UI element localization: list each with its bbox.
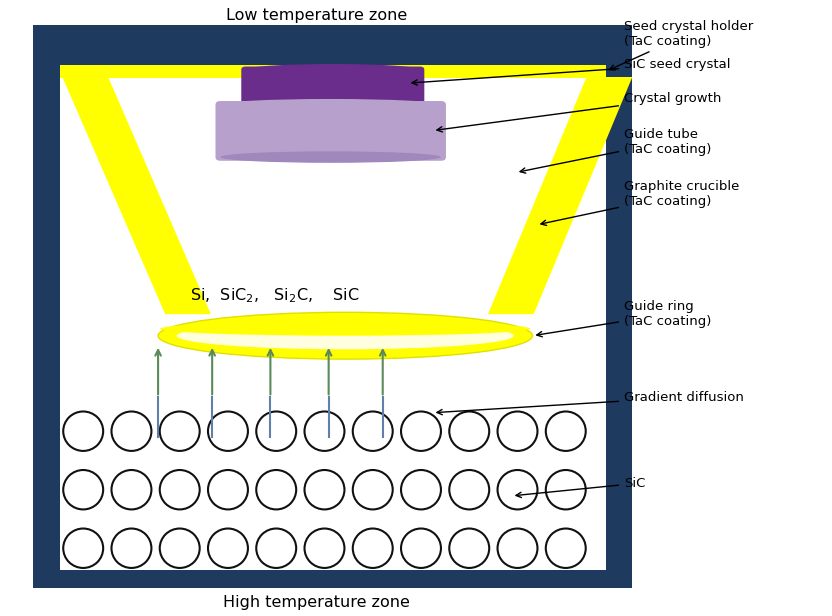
Ellipse shape [401, 411, 441, 451]
Ellipse shape [176, 322, 514, 349]
Ellipse shape [401, 470, 441, 509]
Text: SiC seed crystal: SiC seed crystal [412, 58, 730, 85]
Text: Gradient diffusion: Gradient diffusion [437, 391, 744, 415]
Ellipse shape [546, 411, 586, 451]
Ellipse shape [256, 411, 296, 451]
Ellipse shape [449, 470, 489, 509]
Ellipse shape [256, 529, 296, 568]
Ellipse shape [498, 529, 537, 568]
Ellipse shape [63, 529, 103, 568]
Ellipse shape [160, 529, 200, 568]
Ellipse shape [256, 470, 296, 509]
Bar [60, 65, 606, 78]
Text: Low temperature zone: Low temperature zone [225, 8, 407, 23]
Ellipse shape [63, 411, 103, 451]
Ellipse shape [401, 529, 441, 568]
Ellipse shape [449, 411, 489, 451]
Ellipse shape [160, 470, 200, 509]
Ellipse shape [111, 529, 151, 568]
Ellipse shape [111, 411, 151, 451]
Ellipse shape [305, 529, 344, 568]
Ellipse shape [546, 470, 586, 509]
Text: High temperature zone: High temperature zone [223, 595, 409, 610]
Text: Guide tube
(TaC coating): Guide tube (TaC coating) [520, 128, 711, 173]
FancyBboxPatch shape [241, 67, 424, 105]
Ellipse shape [498, 470, 537, 509]
Ellipse shape [245, 64, 420, 75]
Ellipse shape [353, 470, 393, 509]
Ellipse shape [208, 470, 248, 509]
Ellipse shape [160, 322, 531, 336]
Ellipse shape [498, 411, 537, 451]
Ellipse shape [305, 470, 344, 509]
Ellipse shape [63, 470, 103, 509]
Polygon shape [488, 77, 632, 314]
Bar [60, 65, 606, 570]
Ellipse shape [220, 99, 441, 110]
Text: Graphite crucible
(TaC coating): Graphite crucible (TaC coating) [541, 180, 740, 225]
Text: Si,  SiC$_2$,   Si$_2$C,    SiC: Si, SiC$_2$, Si$_2$C, SiC [190, 286, 359, 305]
Text: Seed crystal holder
(TaC coating): Seed crystal holder (TaC coating) [610, 20, 753, 70]
Text: SiC: SiC [516, 477, 646, 498]
Ellipse shape [449, 529, 489, 568]
Ellipse shape [305, 411, 344, 451]
Ellipse shape [220, 152, 441, 163]
Text: Guide ring
(TaC coating): Guide ring (TaC coating) [537, 300, 711, 337]
Ellipse shape [546, 529, 586, 568]
Text: Crystal growth: Crystal growth [437, 92, 721, 132]
Bar [33, 25, 632, 588]
Ellipse shape [111, 470, 151, 509]
Polygon shape [62, 77, 211, 314]
Ellipse shape [353, 529, 393, 568]
Ellipse shape [353, 411, 393, 451]
Ellipse shape [158, 312, 532, 359]
Ellipse shape [160, 411, 200, 451]
FancyBboxPatch shape [215, 101, 446, 161]
Ellipse shape [208, 411, 248, 451]
Ellipse shape [208, 529, 248, 568]
